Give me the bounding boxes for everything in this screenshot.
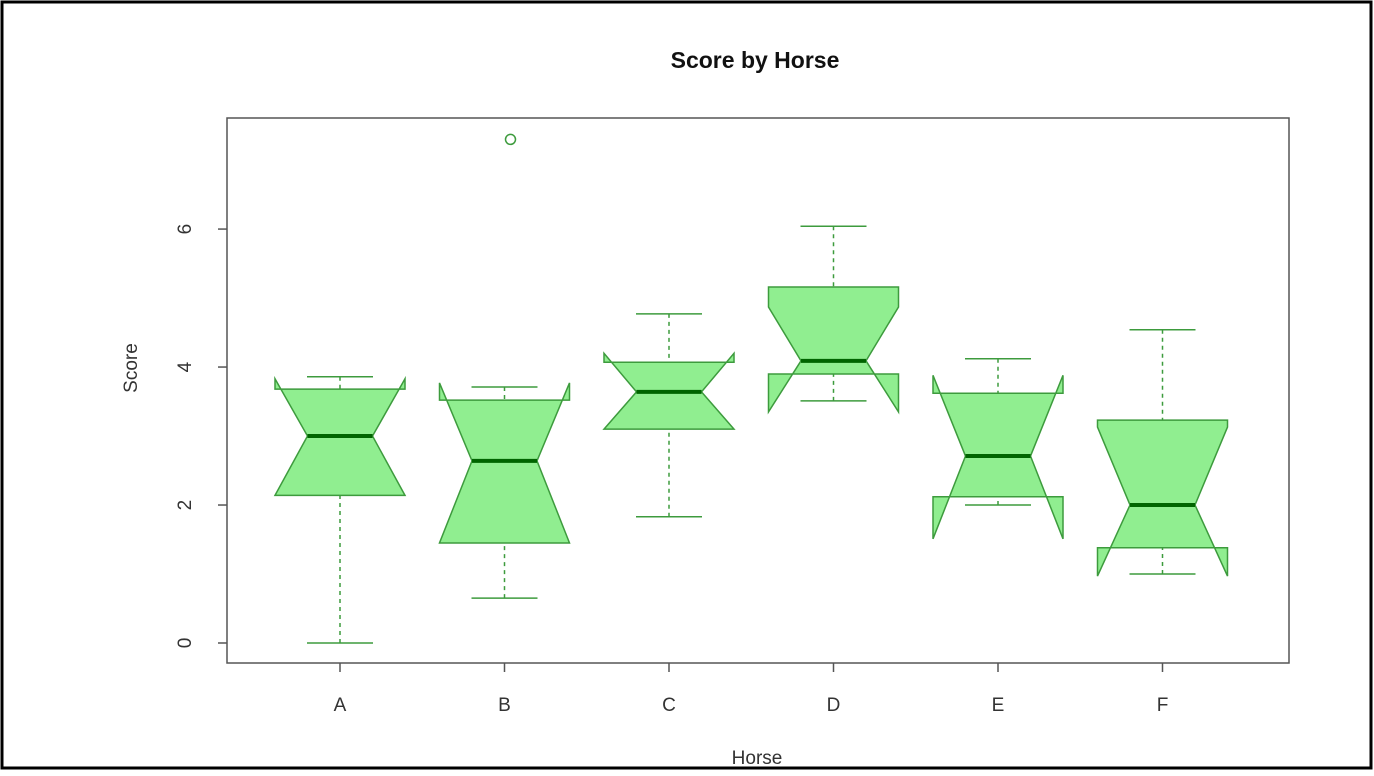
y-tick-label: 4 bbox=[175, 361, 196, 372]
box bbox=[1096, 419, 1229, 577]
y-tick-label: 2 bbox=[175, 500, 196, 511]
y-tick-label: 6 bbox=[175, 224, 196, 235]
y-axis-label: Score bbox=[121, 343, 142, 393]
x-tick-label: A bbox=[334, 695, 347, 716]
x-tick-label: D bbox=[827, 695, 841, 716]
x-tick-label: C bbox=[662, 695, 676, 716]
y-tick-label: 0 bbox=[175, 638, 196, 649]
x-axis-label: Horse bbox=[732, 748, 783, 769]
box bbox=[438, 382, 571, 544]
x-tick-label: B bbox=[498, 695, 511, 716]
chart-title: Score by Horse bbox=[671, 47, 840, 73]
x-tick-label: F bbox=[1157, 695, 1169, 716]
x-tick-label: E bbox=[992, 695, 1005, 716]
plot-area bbox=[226, 117, 1290, 664]
outlier bbox=[504, 133, 517, 146]
box bbox=[767, 286, 900, 415]
